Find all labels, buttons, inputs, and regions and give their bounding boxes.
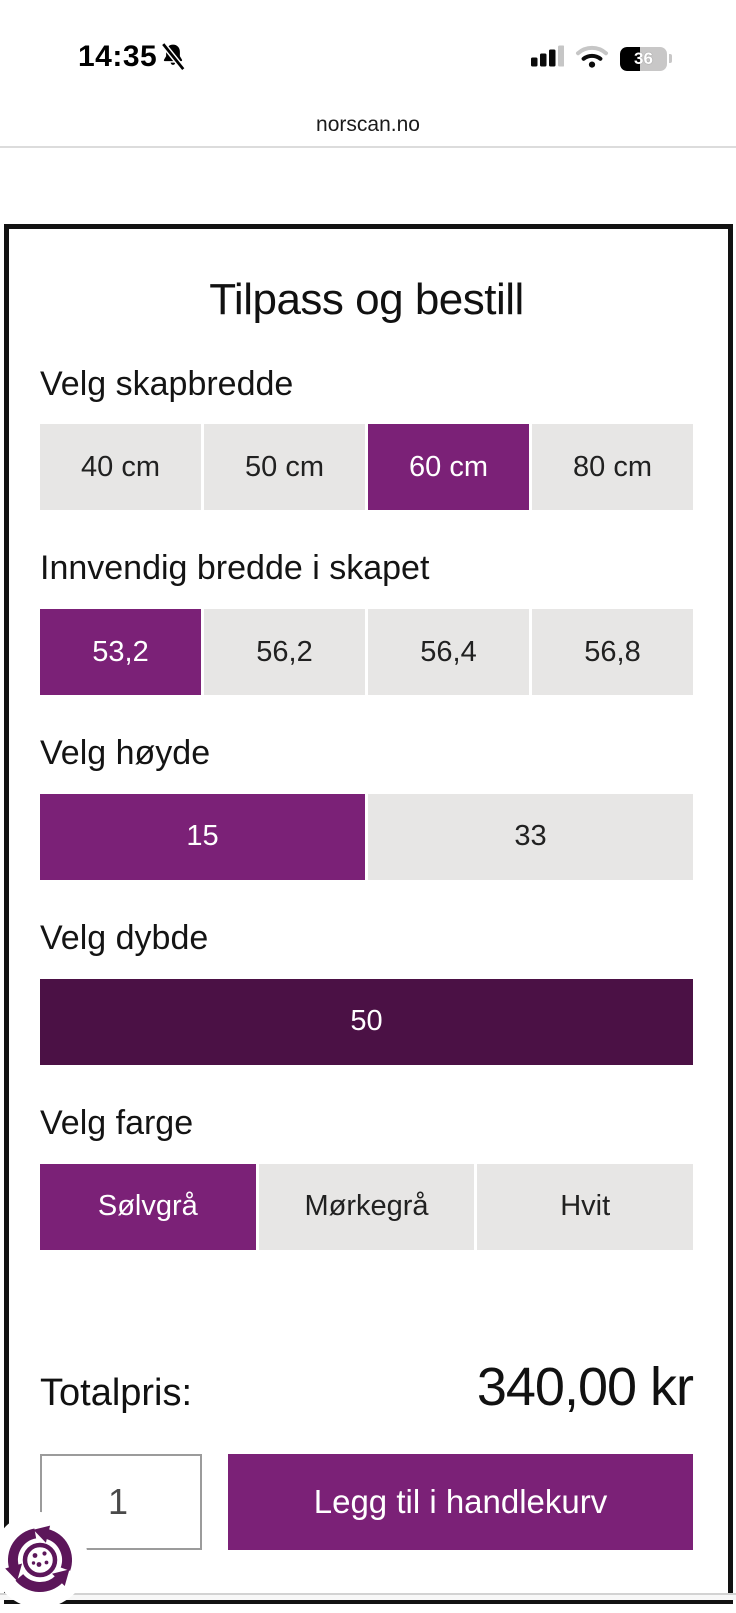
battery-icon: 36 [620,46,667,71]
option-button[interactable]: 33 [368,793,693,880]
url-divider [0,146,736,148]
bottom-toolbar-edge [0,1593,736,1600]
option-group-skapbredde: 40 cm 50 cm 60 cm 80 cm [40,424,693,511]
section-skapbredde: Velg skapbredde 40 cm 50 cm 60 cm 80 cm [40,364,693,511]
option-button[interactable]: 56,8 [532,609,693,696]
option-button[interactable]: Mørkegrå [258,1163,475,1250]
option-group-farge: Sølvgrå Mørkegrå Hvit [40,1163,693,1250]
purchase-row: Legg til i handlekurv [40,1453,693,1550]
section-label: Velg dybde [40,918,209,957]
total-price-label: Totalpris: [40,1371,193,1414]
quantity-input[interactable] [40,1453,202,1550]
section-label: Velg skapbredde [40,364,294,403]
option-button[interactable]: 53,2 [40,609,201,696]
battery-cap [669,54,672,63]
section-dybde: Velg dybde 50 [40,918,693,1065]
option-button[interactable]: Sølvgrå [40,1163,256,1250]
add-to-cart-button[interactable]: Legg til i handlekurv [228,1453,693,1550]
option-button[interactable]: 60 cm [368,424,529,511]
total-price-row: Totalpris: 340,00 kr [40,1356,694,1418]
option-button[interactable]: 50 [40,978,693,1065]
option-button[interactable]: 50 cm [204,424,365,511]
configurator-card: Tilpass og bestill Velg skapbredde 40 cm… [4,224,733,1604]
cookie-icon [5,1525,72,1593]
battery-percent: 36 [634,48,653,68]
status-bar: 14:35 36 [0,0,736,90]
option-button[interactable]: Hvit [477,1163,693,1250]
section-label: Innvendig bredde i skapet [40,549,430,588]
section-hoyde: Velg høyde 15 33 [40,733,693,880]
total-price-value: 340,00 kr [476,1356,694,1417]
section-label: Velg høyde [40,734,211,773]
bell-slash-icon [158,41,188,78]
option-button[interactable]: 40 cm [40,424,201,511]
option-button[interactable]: 80 cm [532,424,693,511]
option-button[interactable]: 56,2 [204,609,365,696]
option-group-dybde: 50 [40,978,693,1065]
address-bar[interactable]: norscan.no [316,113,420,136]
cookie-settings-button[interactable] [0,1512,88,1608]
page-title: Tilpass og bestill [209,275,524,324]
cellular-signal-icon [531,45,565,72]
section-innvendig-bredde: Innvendig bredde i skapet 53,2 56,2 56,4 56… [40,548,693,696]
option-button[interactable]: 15 [40,793,365,880]
clock: 14:35 [78,40,158,73]
option-group-innvendig-bredde: 53,2 56,2 56,4 56,8 [40,609,693,696]
section-label: Velg farge [40,1103,194,1142]
option-button[interactable]: 56,4 [368,609,529,696]
wifi-icon [575,44,609,73]
section-farge: Velg farge Sølvgrå Mørkegrå Hvit [40,1103,693,1250]
option-group-hoyde: 15 33 [40,793,693,880]
